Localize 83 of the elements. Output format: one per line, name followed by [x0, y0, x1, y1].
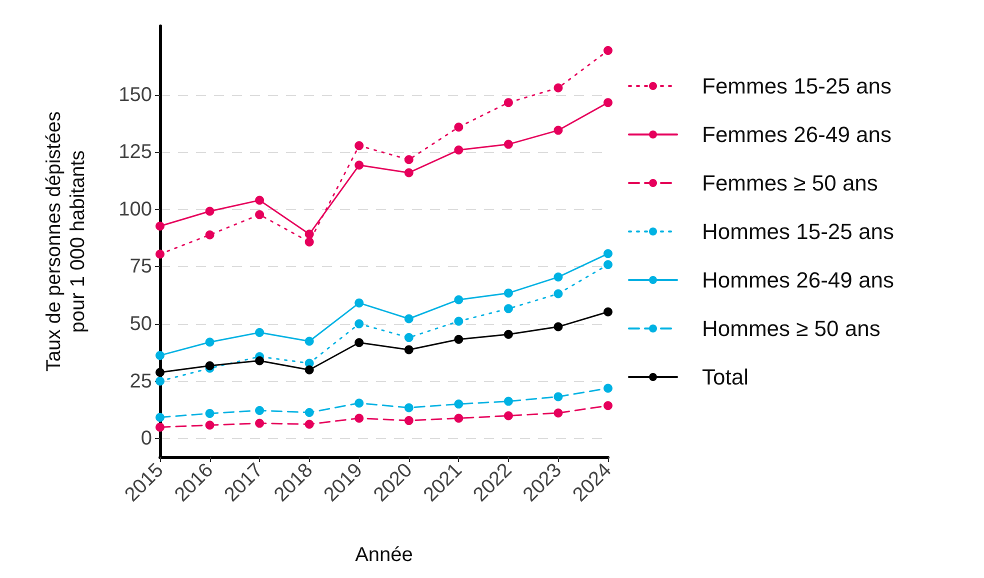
point [554, 392, 563, 402]
point [604, 307, 612, 316]
legend-label: Femmes 26-49 ans [702, 122, 892, 147]
point [554, 272, 563, 282]
point [454, 334, 464, 344]
point [504, 396, 513, 406]
point [404, 155, 414, 164]
point [205, 361, 214, 370]
point [255, 210, 264, 220]
point [156, 350, 164, 360]
legend-label: Hommes 26-49 ans [702, 268, 894, 292]
point [404, 403, 414, 412]
point [304, 365, 314, 374]
point [404, 314, 414, 324]
point [354, 414, 364, 423]
point [205, 408, 214, 418]
point [255, 418, 264, 428]
point [504, 140, 513, 149]
point [156, 222, 164, 231]
point [504, 330, 513, 339]
point [255, 406, 264, 415]
point [354, 160, 364, 170]
point [604, 260, 612, 270]
point [554, 408, 563, 418]
point [255, 356, 264, 366]
point [404, 168, 414, 178]
y-tick-label: 100 [118, 198, 152, 220]
point [205, 206, 214, 216]
point [304, 237, 314, 246]
x-axis-title: Année [355, 544, 413, 566]
point [554, 83, 563, 92]
point [504, 304, 513, 314]
point [554, 322, 563, 332]
point [454, 400, 464, 409]
y-tick-label: 25 [130, 370, 152, 392]
point [504, 98, 513, 108]
y-axis-title: Taux de personnes dépistées pour 1 000 habitants [43, 111, 89, 372]
point [454, 122, 464, 132]
point [354, 338, 364, 348]
point [404, 333, 414, 342]
point [255, 328, 264, 338]
y-tick-label: 75 [130, 256, 152, 278]
point [454, 295, 464, 304]
y-tick-label: 150 [118, 84, 152, 106]
point [255, 196, 264, 205]
point [354, 319, 364, 328]
legend-label: Hommes ≥ 50 ans [702, 316, 880, 341]
y-tick-label: 50 [130, 313, 152, 336]
point [454, 316, 464, 326]
point [504, 411, 513, 420]
point [354, 398, 364, 408]
point [504, 288, 513, 298]
point [604, 384, 612, 393]
point [454, 414, 464, 423]
point [304, 336, 314, 346]
point [205, 338, 214, 347]
point [354, 298, 364, 308]
y-tick-label: 125 [118, 141, 152, 164]
legend-label: Femmes 15-25 ans [702, 74, 892, 98]
point [454, 146, 464, 155]
point [604, 249, 612, 258]
point [156, 412, 164, 422]
point [156, 368, 164, 377]
point [604, 98, 612, 108]
point [404, 345, 414, 354]
point [304, 230, 314, 239]
point [304, 408, 314, 418]
point [205, 230, 214, 240]
point [604, 401, 612, 410]
point [304, 420, 314, 429]
point [156, 250, 164, 259]
point [156, 422, 164, 432]
legend-label: Femmes ≥ 50 ans [702, 170, 878, 196]
point [554, 289, 563, 298]
y-tick-label: 0 [140, 428, 152, 450]
point [554, 126, 563, 135]
legend-label: Total [702, 364, 748, 390]
point [156, 376, 164, 386]
point [205, 420, 214, 430]
point [404, 416, 414, 426]
legend-label: Hommes 15-25 ans [702, 219, 894, 244]
point [354, 141, 364, 150]
point [604, 46, 612, 56]
